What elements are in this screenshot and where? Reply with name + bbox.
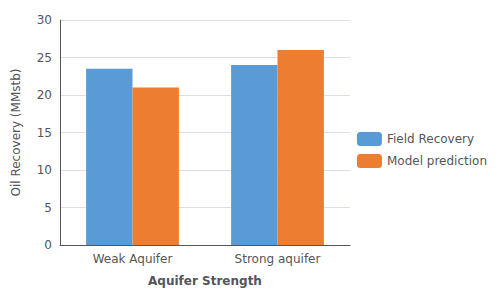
svg-text:Strong aquifer: Strong aquifer <box>235 252 321 266</box>
svg-text:Field Recovery: Field Recovery <box>387 132 474 146</box>
svg-text:Model prediction: Model prediction <box>387 154 487 168</box>
svg-text:Aquifer Strength: Aquifer Strength <box>148 274 262 288</box>
svg-text:5: 5 <box>44 201 52 215</box>
svg-text:10: 10 <box>37 163 52 177</box>
svg-text:30: 30 <box>37 13 52 27</box>
svg-text:15: 15 <box>37 126 52 140</box>
svg-text:0: 0 <box>44 238 52 252</box>
svg-text:Weak Aquifer: Weak Aquifer <box>93 252 173 266</box>
svg-text:20: 20 <box>37 88 52 102</box>
svg-text:Oil Recovery (MMstb): Oil Recovery (MMstb) <box>9 68 23 196</box>
svg-text:25: 25 <box>37 51 52 65</box>
